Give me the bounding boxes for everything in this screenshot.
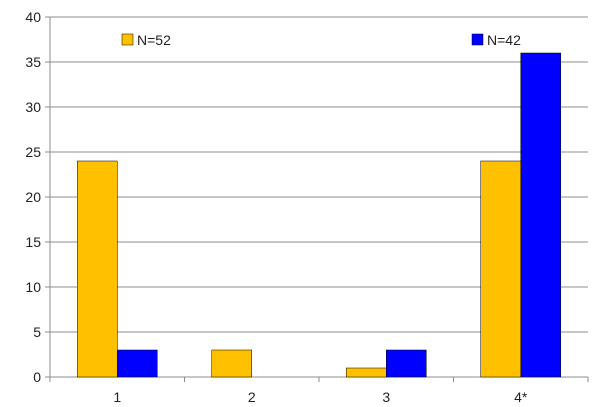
bar-N=52-1 [77,160,118,378]
y-tick-label: 20 [25,189,41,205]
x-tick-label: 2 [248,389,256,405]
y-tick-label: 35 [25,54,41,70]
y-tick-label: 30 [25,99,41,115]
bar-N=42-3 [386,349,427,378]
legend: N=52 N=42 [121,32,521,48]
y-tick-label: 15 [25,234,41,250]
legend-swatch-N=42 [471,33,484,46]
y-tick-label: 5 [33,324,41,340]
y-tick-labels: 0 5 10 15 20 25 30 35 40 [25,9,41,385]
bars [77,52,561,378]
x-tick-labels: 1 2 3 4* [113,389,528,405]
y-tick-label: 40 [25,9,41,25]
y-tick-label: 25 [25,144,41,160]
y-tick-label: 10 [25,279,41,295]
x-tick-label: 1 [113,389,121,405]
grid-lines [50,16,588,333]
x-tick-label: 4* [514,389,528,405]
legend-swatch-N=52 [121,33,134,46]
bar-N=52-3 [346,367,387,378]
legend-label: N=52 [137,32,171,48]
y-tick-label: 0 [33,369,41,385]
x-tick-label: 3 [382,389,390,405]
legend-label: N=42 [487,32,521,48]
bar-N=42-4* [520,52,561,378]
bar-N=52-2 [211,349,252,378]
bar-N=42-1 [117,349,158,378]
bar-N=52-4* [480,160,521,378]
